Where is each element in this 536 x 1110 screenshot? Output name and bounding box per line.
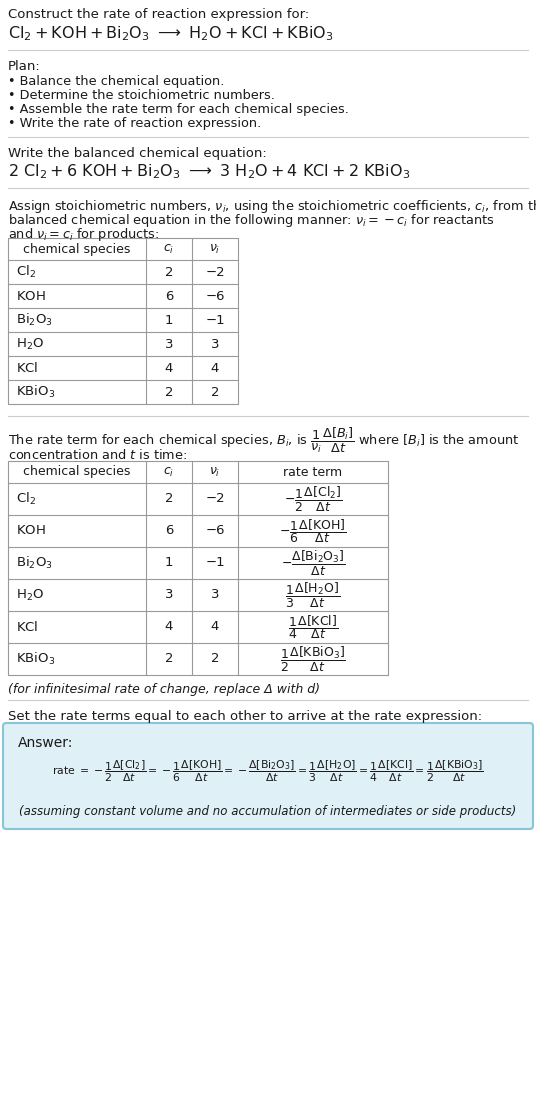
Text: $\mathrm{Bi_2O_3}$: $\mathrm{Bi_2O_3}$ (16, 312, 53, 329)
Text: • Write the rate of reaction expression.: • Write the rate of reaction expression. (8, 117, 261, 130)
Text: 2: 2 (165, 385, 173, 398)
Text: 3: 3 (211, 588, 219, 602)
Text: $\mathrm{Cl_2}$: $\mathrm{Cl_2}$ (16, 264, 36, 280)
Text: The rate term for each chemical species, $B_i$, is $\dfrac{1}{\nu_i}\dfrac{\Delt: The rate term for each chemical species,… (8, 426, 519, 455)
Text: $-\dfrac{1}{6}\dfrac{\Delta[\mathrm{KOH}]}{\Delta t}$: $-\dfrac{1}{6}\dfrac{\Delta[\mathrm{KOH}… (279, 517, 347, 545)
Text: $\mathrm{KBiO_3}$: $\mathrm{KBiO_3}$ (16, 650, 55, 667)
Text: 2: 2 (165, 653, 173, 666)
Text: −1: −1 (205, 313, 225, 326)
Text: $\nu_i$: $\nu_i$ (210, 465, 221, 478)
Text: −1: −1 (205, 556, 225, 569)
Text: $-\dfrac{1}{2}\dfrac{\Delta[\mathrm{Cl_2}]}{\Delta t}$: $-\dfrac{1}{2}\dfrac{\Delta[\mathrm{Cl_2… (284, 484, 343, 514)
Text: $\mathrm{Cl_2 + KOH + Bi_2O_3 \ \longrightarrow \ H_2O + KCl + KBiO_3}$: $\mathrm{Cl_2 + KOH + Bi_2O_3 \ \longrig… (8, 24, 333, 42)
Text: 3: 3 (211, 337, 219, 351)
Text: −6: −6 (205, 525, 225, 537)
Text: $\mathrm{KOH}$: $\mathrm{KOH}$ (16, 525, 46, 537)
Text: • Balance the chemical equation.: • Balance the chemical equation. (8, 75, 225, 88)
Text: −2: −2 (205, 493, 225, 505)
Text: concentration and $t$ is time:: concentration and $t$ is time: (8, 448, 187, 462)
Text: $\mathrm{2\ Cl_2 + 6\ KOH + Bi_2O_3 \ \longrightarrow \ 3\ H_2O + 4\ KCl + 2\ KB: $\mathrm{2\ Cl_2 + 6\ KOH + Bi_2O_3 \ \l… (8, 162, 410, 181)
Text: $c_i$: $c_i$ (163, 465, 175, 478)
Text: $\mathrm{KBiO_3}$: $\mathrm{KBiO_3}$ (16, 384, 55, 400)
Text: 1: 1 (165, 556, 173, 569)
Text: chemical species: chemical species (23, 465, 131, 478)
Text: $\mathrm{KOH}$: $\mathrm{KOH}$ (16, 290, 46, 303)
Text: $\mathrm{Cl_2}$: $\mathrm{Cl_2}$ (16, 491, 36, 507)
Text: chemical species: chemical species (23, 242, 131, 255)
Text: 2: 2 (211, 653, 219, 666)
Text: 4: 4 (211, 620, 219, 634)
Text: (assuming constant volume and no accumulation of intermediates or side products): (assuming constant volume and no accumul… (19, 805, 517, 817)
Text: Answer:: Answer: (18, 736, 73, 750)
Text: Assign stoichiometric numbers, $\nu_i$, using the stoichiometric coefficients, $: Assign stoichiometric numbers, $\nu_i$, … (8, 198, 536, 215)
Text: −2: −2 (205, 265, 225, 279)
Text: Write the balanced chemical equation:: Write the balanced chemical equation: (8, 147, 267, 160)
Text: $\mathrm{H_2O}$: $\mathrm{H_2O}$ (16, 587, 44, 603)
Text: Plan:: Plan: (8, 60, 41, 73)
Text: 6: 6 (165, 290, 173, 303)
Text: Construct the rate of reaction expression for:: Construct the rate of reaction expressio… (8, 8, 309, 21)
Text: $\dfrac{1}{4}\dfrac{\Delta[\mathrm{KCl}]}{\Delta t}$: $\dfrac{1}{4}\dfrac{\Delta[\mathrm{KCl}]… (288, 613, 338, 640)
Text: 4: 4 (165, 620, 173, 634)
Text: 6: 6 (165, 525, 173, 537)
Text: Set the rate terms equal to each other to arrive at the rate expression:: Set the rate terms equal to each other t… (8, 710, 482, 723)
Text: 3: 3 (165, 588, 173, 602)
Text: $\mathrm{KCl}$: $\mathrm{KCl}$ (16, 620, 39, 634)
Text: $\mathrm{Bi_2O_3}$: $\mathrm{Bi_2O_3}$ (16, 555, 53, 571)
Text: • Determine the stoichiometric numbers.: • Determine the stoichiometric numbers. (8, 89, 275, 102)
Text: −6: −6 (205, 290, 225, 303)
Text: $c_i$: $c_i$ (163, 242, 175, 255)
Text: (for infinitesimal rate of change, replace Δ with d): (for infinitesimal rate of change, repla… (8, 683, 320, 696)
FancyBboxPatch shape (3, 723, 533, 829)
Text: 2: 2 (211, 385, 219, 398)
Text: 1: 1 (165, 313, 173, 326)
Text: $\dfrac{1}{3}\dfrac{\Delta[\mathrm{H_2O}]}{\Delta t}$: $\dfrac{1}{3}\dfrac{\Delta[\mathrm{H_2O}… (286, 581, 340, 609)
Text: • Assemble the rate term for each chemical species.: • Assemble the rate term for each chemic… (8, 103, 349, 117)
Text: 2: 2 (165, 493, 173, 505)
Text: and $\nu_i = c_i$ for products:: and $\nu_i = c_i$ for products: (8, 226, 159, 243)
Text: rate $= -\dfrac{1}{2}\dfrac{\Delta[\mathrm{Cl_2}]}{\Delta t} = -\dfrac{1}{6}\dfr: rate $= -\dfrac{1}{2}\dfrac{\Delta[\math… (52, 758, 484, 784)
Text: 4: 4 (211, 362, 219, 374)
Text: balanced chemical equation in the following manner: $\nu_i = -c_i$ for reactants: balanced chemical equation in the follow… (8, 212, 495, 229)
Bar (8, 238, 238, 404)
Text: 3: 3 (165, 337, 173, 351)
Text: 4: 4 (165, 362, 173, 374)
Text: rate term: rate term (284, 465, 343, 478)
Bar (8, 461, 388, 675)
Text: 2: 2 (165, 265, 173, 279)
Text: $-\dfrac{\Delta[\mathrm{Bi_2O_3}]}{\Delta t}$: $-\dfrac{\Delta[\mathrm{Bi_2O_3}]}{\Delt… (281, 548, 345, 577)
Text: $\mathrm{H_2O}$: $\mathrm{H_2O}$ (16, 336, 44, 352)
Text: $\dfrac{1}{2}\dfrac{\Delta[\mathrm{KBiO_3}]}{\Delta t}$: $\dfrac{1}{2}\dfrac{\Delta[\mathrm{KBiO_… (280, 645, 346, 674)
Text: $\mathrm{KCl}$: $\mathrm{KCl}$ (16, 361, 39, 375)
Text: $\nu_i$: $\nu_i$ (210, 242, 221, 255)
